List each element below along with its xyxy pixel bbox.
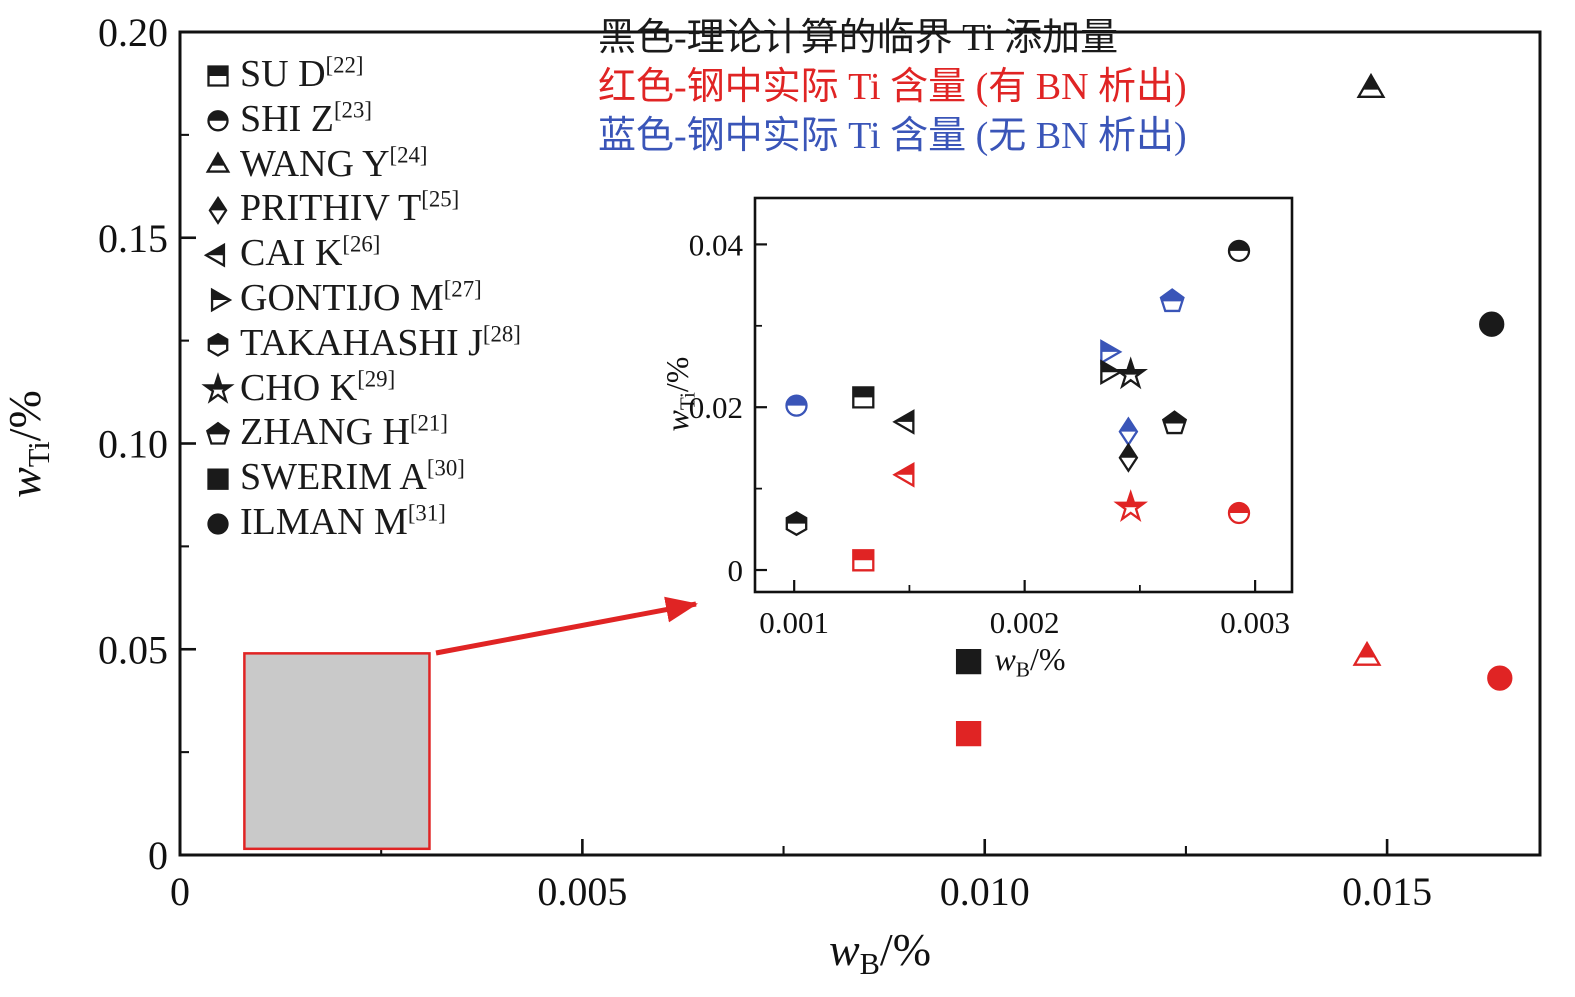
- marker-star-black: [201, 372, 235, 404]
- marker-square-red: [852, 549, 875, 572]
- marker-square-red: [955, 720, 982, 747]
- marker-circle-black: [207, 513, 229, 535]
- inset-axes-x-tick-label: 0.002: [990, 605, 1060, 640]
- marker-square-black: [852, 386, 875, 409]
- marker-circle-blue: [785, 394, 808, 417]
- marker-pentagon-black: [1161, 410, 1188, 435]
- main-axes-x-tick-label: 0: [170, 869, 190, 914]
- zoom-region-box: [243, 652, 431, 851]
- marker-hexagon-black: [785, 511, 808, 537]
- marker-diamond-black: [1118, 442, 1139, 473]
- color-key-red: 红色-钢中实际 Ti 含量 (有 BN 析出): [598, 66, 1187, 108]
- inset-axes-y-tick-label: 0.02: [689, 390, 743, 425]
- marker-triangle-right-black: [1100, 359, 1123, 386]
- main-axes-x-tick-label: 0.010: [940, 869, 1030, 914]
- marker-star-black: [1113, 356, 1148, 390]
- color-key-black: 黑色-理论计算的临界 Ti 添加量: [598, 17, 1119, 59]
- marker-triangle-right-blue: [1100, 339, 1123, 365]
- inset-axes-x-tick-label: 0.001: [759, 605, 829, 640]
- zoom-arrow: [435, 596, 698, 656]
- marker-triangle-up-black: [1356, 72, 1386, 98]
- inset-axes-y-tick-label: 0: [728, 553, 744, 588]
- marker-triangle-right-black: [210, 287, 233, 313]
- marker-diamond-black: [208, 195, 228, 225]
- marker-circle-black: [207, 110, 229, 132]
- marker-triangle-up-red: [1352, 640, 1382, 666]
- marker-pentagon-blue: [1159, 288, 1185, 313]
- main-y-axis-label: wTi/%: [0, 390, 56, 498]
- marker-triangle-left-red: [892, 461, 915, 488]
- marker-square-black: [955, 648, 982, 675]
- inset-axes-frame: [753, 196, 1294, 594]
- main-x-axis-label: wB/%: [829, 924, 931, 981]
- legend-markers: [201, 65, 235, 535]
- marker-triangle-left-black: [892, 409, 915, 435]
- inset-x-axis-label: wB/%: [995, 641, 1066, 681]
- main-axes-x-tick-label: 0.015: [1342, 869, 1432, 914]
- inset-axes-y-tick-label: 0.04: [689, 227, 744, 262]
- marker-circle-red: [1487, 665, 1513, 691]
- main-axes-y-tick-label: 0: [148, 833, 168, 878]
- main-axes-y-tick-label: 0.10: [98, 422, 168, 467]
- main-axes-y-tick-label: 0.20: [98, 10, 168, 55]
- main-axes-y-tick-label: 0.15: [98, 216, 168, 261]
- marker-triangle-left-black: [203, 242, 226, 268]
- inset-background: [755, 198, 1292, 592]
- marker-square-black: [207, 468, 229, 490]
- inset-axes-x-tick-label: 0.003: [1220, 605, 1290, 640]
- marker-star-red: [1113, 489, 1148, 522]
- marker-circle-black: [1479, 311, 1505, 337]
- marker-pentagon-black: [205, 421, 231, 445]
- marker-triangle-up-black: [205, 151, 231, 173]
- inset-y-axis-label: wTi/%: [659, 357, 699, 432]
- main-axes: 0 0.005 0.010 0.015 0 0.05 0.10 0.15 0.20: [98, 10, 1542, 914]
- marker-hexagon-black: [207, 332, 229, 357]
- color-key-blue: 蓝色-钢中实际 Ti 含量 (无 BN 析出): [598, 115, 1187, 157]
- main-axes-y-tick-label: 0.05: [98, 627, 168, 672]
- marker-square-black: [207, 65, 229, 87]
- inset-axes: 0.001 0.002 0.003 0 0.02 0.04: [689, 196, 1294, 640]
- marker-circle-red: [1227, 501, 1251, 525]
- color-key: 黑色-理论计算的临界 Ti 添加量 红色-钢中实际 Ti 含量 (有 BN 析出…: [598, 14, 1187, 161]
- main-axes-x-tick-label: 0.005: [537, 869, 627, 914]
- marker-circle-black: [1227, 239, 1251, 263]
